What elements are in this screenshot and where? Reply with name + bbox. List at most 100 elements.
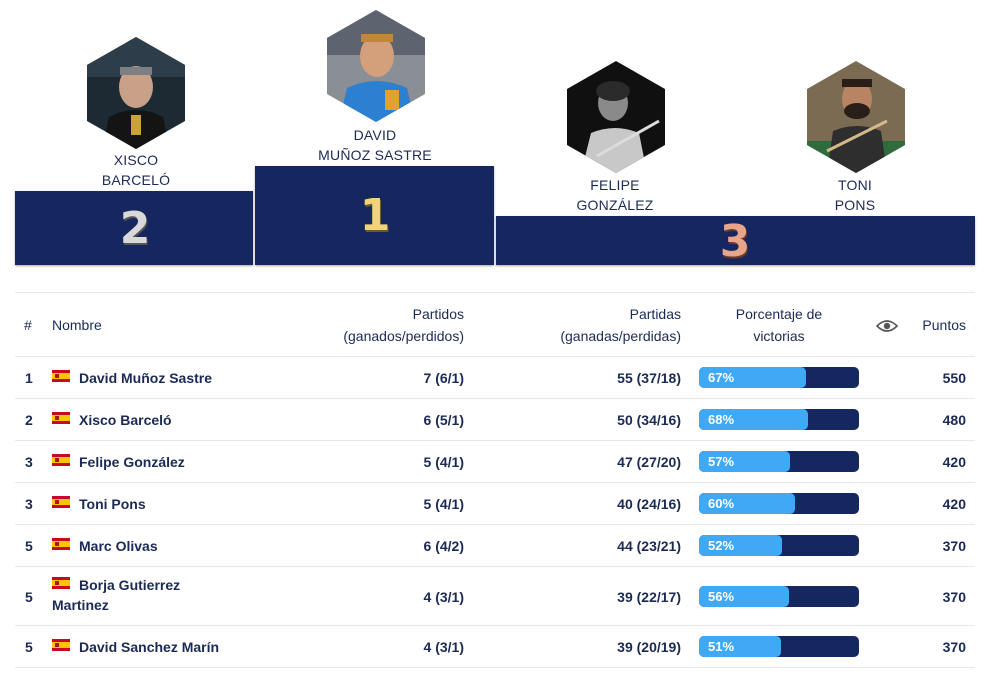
spain-flag-icon bbox=[52, 538, 70, 550]
first-name: TONI bbox=[838, 177, 872, 193]
podium: XISCO BARCELÓ DAVID MUÑOZ SASTRE FELIPE … bbox=[0, 0, 1007, 275]
row-points: 550 bbox=[942, 370, 966, 386]
row-matches: 6 (5/1) bbox=[423, 412, 464, 428]
row-rank: 5 bbox=[25, 639, 33, 655]
win-percentage-label: 68% bbox=[708, 412, 735, 427]
header-pct-line1: Porcentaje de bbox=[735, 306, 823, 322]
row-games: 39 (22/17) bbox=[617, 589, 681, 605]
player-photo-icon bbox=[87, 37, 185, 149]
table-row[interactable]: 5 Borja Gutierrez Martinez 4 (3/1) 39 (2… bbox=[15, 567, 975, 626]
ranking-table: # Nombre Partidos (ganados/perdidos) Par… bbox=[15, 292, 975, 668]
header-pct-line2: victorias bbox=[753, 328, 805, 344]
last-name: MUÑOZ SASTRE bbox=[318, 147, 432, 163]
podium-name-3a: FELIPE GONZÁLEZ bbox=[525, 175, 705, 215]
row-points: 370 bbox=[942, 589, 966, 605]
podium-rank-3: 3 bbox=[719, 216, 751, 267]
header-points[interactable]: Puntos bbox=[922, 317, 966, 333]
table-row[interactable]: 3 Toni Pons 5 (4/1) 40 (24/16) 60% 420 bbox=[15, 483, 975, 525]
player-name-line2: Martinez bbox=[52, 597, 109, 613]
row-matches: 4 (3/1) bbox=[423, 639, 464, 655]
spain-flag-icon bbox=[52, 454, 70, 466]
row-points: 420 bbox=[942, 454, 966, 470]
row-games: 47 (27/20) bbox=[617, 454, 681, 470]
win-percentage-fill bbox=[699, 493, 795, 514]
row-matches: 5 (4/1) bbox=[423, 496, 464, 512]
podium-name-3b: TONI PONS bbox=[765, 175, 945, 215]
podium-block-1: 1 bbox=[255, 166, 494, 265]
row-rank: 5 bbox=[25, 589, 33, 605]
player-name-link[interactable]: Marc Olivas bbox=[79, 538, 158, 554]
win-percentage-bar: 52% bbox=[699, 535, 859, 556]
win-percentage-bar: 67% bbox=[699, 367, 859, 388]
table-row[interactable]: 5 Marc Olivas 6 (4/2) 44 (23/21) 52% 370 bbox=[15, 525, 975, 567]
eye-icon[interactable] bbox=[875, 317, 899, 332]
podium-block-3: 3 bbox=[496, 216, 975, 265]
win-percentage-fill bbox=[699, 367, 807, 388]
win-percentage-bar: 68% bbox=[699, 409, 859, 430]
table-row[interactable]: 2 Xisco Barceló 6 (5/1) 50 (34/16) 68% 4… bbox=[15, 399, 975, 441]
row-points: 480 bbox=[942, 412, 966, 428]
last-name: GONZÁLEZ bbox=[576, 197, 654, 213]
player-name-link[interactable]: Felipe González bbox=[79, 454, 185, 470]
row-games: 40 (24/16) bbox=[617, 496, 681, 512]
win-percentage-bar: 51% bbox=[699, 636, 859, 657]
row-rank: 3 bbox=[25, 496, 33, 512]
row-games: 44 (23/21) bbox=[617, 538, 681, 554]
player-avatar-toni[interactable] bbox=[807, 61, 905, 173]
player-avatar-felipe[interactable] bbox=[567, 61, 665, 173]
player-avatar-david[interactable] bbox=[327, 10, 425, 122]
player-name-link[interactable]: David Sanchez Marín bbox=[79, 639, 220, 655]
table-row[interactable]: 1 David Muñoz Sastre 7 (6/1) 55 (37/18) … bbox=[15, 357, 975, 399]
win-percentage-bar: 57% bbox=[699, 451, 859, 472]
first-name: FELIPE bbox=[590, 177, 640, 193]
podium-rank-2: 2 bbox=[119, 203, 151, 254]
player-avatar-xisco[interactable] bbox=[87, 37, 185, 149]
spain-flag-icon bbox=[52, 370, 70, 382]
table-row[interactable]: 5 David Sanchez Marín 4 (3/1) 39 (20/19)… bbox=[15, 626, 975, 668]
spain-flag-icon bbox=[52, 639, 70, 651]
header-name[interactable]: Nombre bbox=[52, 317, 102, 333]
podium-block-2: 2 bbox=[15, 191, 253, 265]
row-matches: 6 (4/2) bbox=[423, 538, 464, 554]
win-percentage-label: 67% bbox=[708, 370, 735, 385]
podium-name-2: XISCO BARCELÓ bbox=[46, 150, 226, 190]
win-percentage-label: 60% bbox=[708, 496, 735, 511]
win-percentage-fill bbox=[699, 586, 789, 607]
row-matches: 5 (4/1) bbox=[423, 454, 464, 470]
first-name: XISCO bbox=[113, 152, 159, 168]
table-header: # Nombre Partidos (ganados/perdidos) Par… bbox=[15, 292, 975, 357]
win-percentage-bar: 60% bbox=[699, 493, 859, 514]
row-rank: 3 bbox=[25, 454, 33, 470]
spain-flag-icon bbox=[52, 577, 70, 589]
podium-rank-1: 1 bbox=[359, 190, 391, 241]
row-points: 420 bbox=[942, 496, 966, 512]
spain-flag-icon bbox=[52, 412, 70, 424]
podium-name-1: DAVID MUÑOZ SASTRE bbox=[285, 125, 465, 165]
win-percentage-fill bbox=[699, 636, 781, 657]
win-percentage-bar: 56% bbox=[699, 586, 859, 607]
header-matches-line2: (ganados/perdidos) bbox=[343, 328, 464, 344]
row-points: 370 bbox=[942, 538, 966, 554]
player-name-link[interactable]: Toni Pons bbox=[79, 496, 146, 512]
player-name-link[interactable]: David Muñoz Sastre bbox=[79, 370, 213, 386]
row-matches: 4 (3/1) bbox=[423, 589, 464, 605]
player-name-link[interactable]: Xisco Barceló bbox=[79, 412, 172, 428]
win-percentage-fill bbox=[699, 409, 808, 430]
player-photo-icon bbox=[807, 61, 905, 173]
header-games-line1: Partidas bbox=[629, 306, 681, 322]
last-name: PONS bbox=[834, 197, 876, 213]
player-photo-icon bbox=[327, 10, 425, 122]
row-points: 370 bbox=[942, 639, 966, 655]
header-games-line2: (ganadas/perdidas) bbox=[560, 328, 681, 344]
header-win-percentage[interactable]: Porcentaje de victorias bbox=[699, 303, 859, 347]
row-matches: 7 (6/1) bbox=[423, 370, 464, 386]
win-percentage-label: 56% bbox=[708, 589, 735, 604]
win-percentage-label: 52% bbox=[708, 538, 735, 553]
header-games[interactable]: Partidas (ganadas/perdidas) bbox=[521, 303, 681, 347]
win-percentage-fill bbox=[699, 451, 791, 472]
row-rank: 1 bbox=[25, 370, 33, 386]
table-row[interactable]: 3 Felipe González 5 (4/1) 47 (27/20) 57%… bbox=[15, 441, 975, 483]
header-matches[interactable]: Partidos (ganados/perdidos) bbox=[305, 303, 464, 347]
win-percentage-label: 51% bbox=[708, 639, 735, 654]
player-name-link[interactable]: Borja Gutierrez Martinez bbox=[52, 575, 252, 615]
